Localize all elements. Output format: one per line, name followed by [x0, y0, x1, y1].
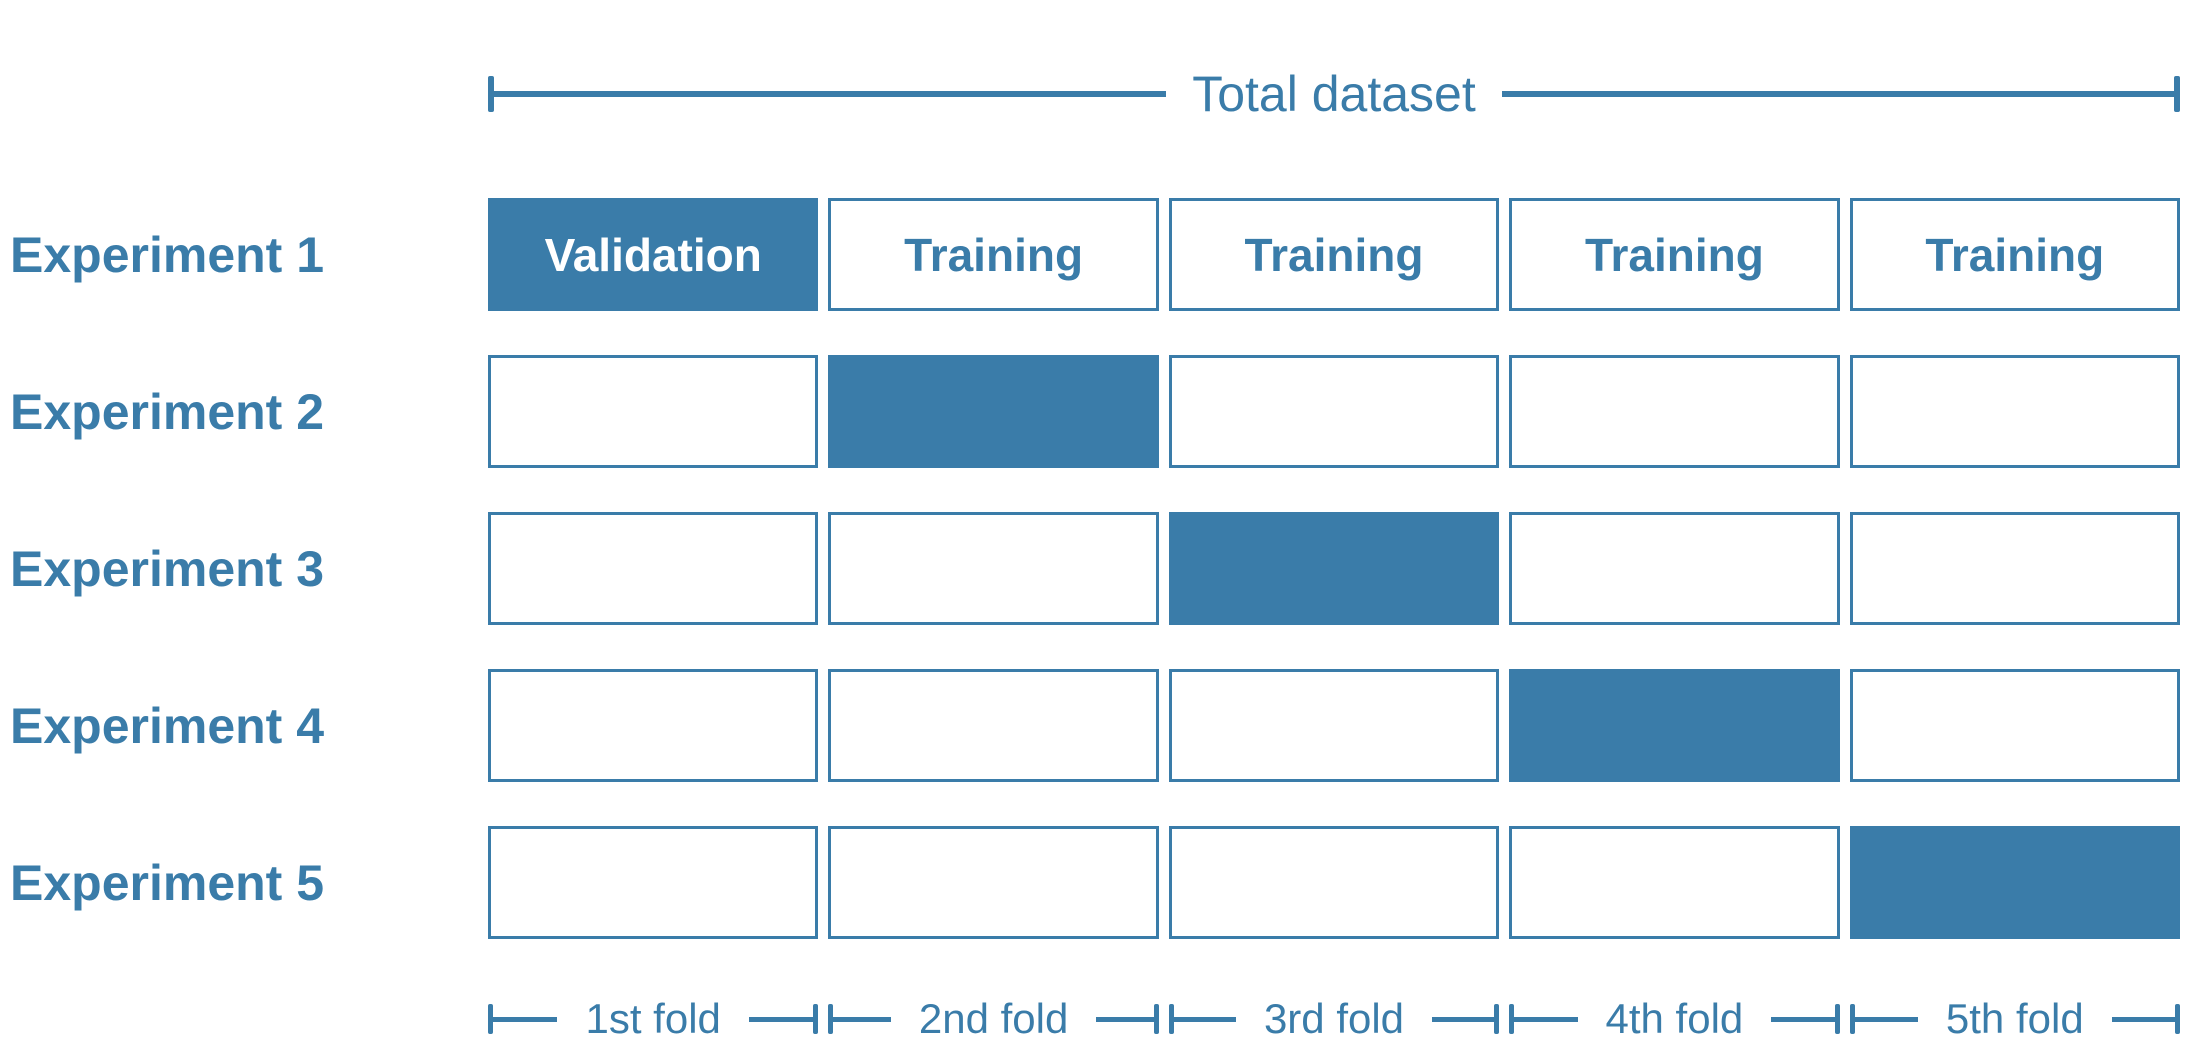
fold-left-cap-icon — [1168, 1004, 1174, 1034]
fold-cell — [488, 669, 819, 782]
fold-right-cap-icon — [1494, 1004, 1500, 1034]
cell-label: Training — [1584, 228, 1764, 281]
fold-cell — [1849, 512, 2180, 625]
fold-left-line — [1514, 1016, 1578, 1022]
fold-right-line — [748, 1016, 814, 1022]
fold-cell — [828, 669, 1159, 782]
fold-left-line — [1173, 1016, 1236, 1022]
fold-right-cap-icon — [2175, 1004, 2180, 1034]
fold-cell — [488, 826, 819, 939]
fold-left-line — [493, 1016, 558, 1022]
fold-left-line — [1854, 1016, 1918, 1022]
fold-cell-validation — [828, 355, 1159, 468]
fold-bracket-3: 3rd fold — [1168, 983, 1500, 1055]
experiment-label: Experiment 4 — [10, 697, 325, 754]
fold-cell-training: Training — [1509, 198, 1840, 311]
bracket-right-line — [1501, 91, 2174, 97]
fold-label: 4th fold — [1605, 995, 1744, 1042]
experiment-label: Experiment 5 — [10, 854, 325, 911]
fold-right-line — [1771, 1016, 1835, 1022]
fold-bracket-4: 4th fold — [1509, 983, 1840, 1055]
cell-label: Training — [1244, 228, 1424, 281]
experiment-row-2: Experiment 2 — [10, 355, 2180, 468]
fold-cell — [1849, 669, 2180, 782]
fold-cell-training: Training — [828, 198, 1159, 311]
fold-cells — [488, 669, 2180, 782]
fold-cell — [828, 512, 1159, 625]
fold-cells: Validation Training Training Training Tr… — [488, 198, 2180, 311]
bracket-right-cap-icon — [2174, 76, 2180, 112]
fold-right-cap-icon — [1153, 1004, 1159, 1034]
fold-cell-validation — [1168, 512, 1500, 625]
fold-bracket-1: 1st fold — [488, 983, 819, 1055]
fold-left-cap-icon — [1849, 1004, 1855, 1034]
cell-label: Training — [904, 228, 1084, 281]
total-dataset-label: Total dataset — [1192, 66, 1476, 122]
fold-cell-validation — [1509, 669, 1840, 782]
experiment-label: Experiment 3 — [10, 540, 325, 597]
fold-cells — [488, 826, 2180, 939]
fold-left-cap-icon — [1509, 1004, 1515, 1034]
fold-cell — [828, 826, 1159, 939]
fold-bracket-5: 5th fold — [1849, 983, 2180, 1055]
fold-cells — [488, 355, 2180, 468]
fold-label: 3rd fold — [1263, 995, 1405, 1042]
fold-cells — [488, 512, 2180, 625]
fold-left-cap-icon — [828, 1004, 834, 1034]
fold-right-cap-icon — [1834, 1004, 1840, 1034]
fold-right-cap-icon — [813, 1004, 819, 1034]
fold-cell-training: Training — [1849, 198, 2180, 311]
bracket-left-cap-icon — [488, 76, 494, 112]
fold-cell — [488, 355, 819, 468]
fold-axis: 1st fold 2nd fold 3rd fold 4th fold 5th … — [488, 983, 2180, 1055]
fold-right-line — [2111, 1016, 2175, 1022]
fold-cell-training: Training — [1168, 198, 1500, 311]
fold-label: 5th fold — [1945, 995, 2084, 1042]
fold-label: 2nd fold — [918, 995, 1069, 1042]
bracket-left-line — [494, 91, 1167, 97]
fold-right-line — [1096, 1016, 1154, 1022]
cell-label: Validation — [544, 228, 762, 281]
fold-cell — [1509, 512, 1840, 625]
fold-cell — [1509, 355, 1840, 468]
experiment-label: Experiment 2 — [10, 383, 325, 440]
fold-cell — [1849, 355, 2180, 468]
fold-left-line — [833, 1016, 891, 1022]
fold-label: 1st fold — [585, 995, 721, 1042]
experiment-row-1: Experiment 1 Validation Training Trainin… — [10, 198, 2180, 311]
fold-cell — [1509, 826, 1840, 939]
fold-cell — [1168, 355, 1500, 468]
fold-cell-validation: Validation — [488, 198, 819, 311]
fold-cell — [488, 512, 819, 625]
total-dataset-bracket: Total dataset — [488, 56, 2180, 132]
experiment-row-4: Experiment 4 — [10, 669, 2180, 782]
fold-right-line — [1432, 1016, 1495, 1022]
cell-label: Training — [1925, 228, 2105, 281]
experiment-label: Experiment 1 — [10, 226, 325, 283]
fold-bracket-2: 2nd fold — [828, 983, 1159, 1055]
fold-cell — [1168, 826, 1500, 939]
fold-left-cap-icon — [488, 1004, 493, 1034]
fold-cell-validation — [1849, 826, 2180, 939]
experiment-row-3: Experiment 3 — [10, 512, 2180, 625]
fold-cell — [1168, 669, 1500, 782]
experiment-row-5: Experiment 5 — [10, 826, 2180, 939]
